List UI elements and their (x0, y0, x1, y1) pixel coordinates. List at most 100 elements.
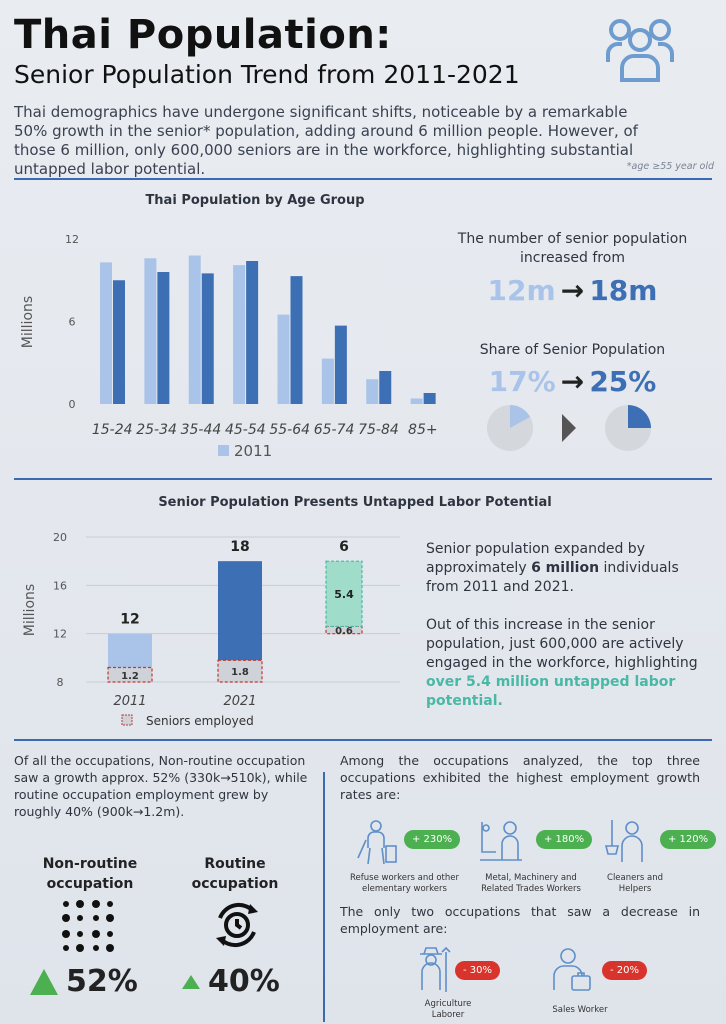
pie-2021-slice (628, 405, 651, 428)
decline-badge-1: - 30% (455, 961, 501, 980)
growth-label-2: Metal, Machinery and Related Trades Work… (481, 873, 581, 894)
legend-label: Seniors employed (146, 714, 254, 728)
senior-share-change: 17% → 25% (450, 365, 695, 398)
share-pies (487, 405, 651, 451)
x-tick-label: 85+ (408, 422, 438, 438)
total-label: 18 (230, 539, 249, 555)
y-tick-label: 20 (53, 531, 67, 544)
intro-text: Thai demographics have undergone signifi… (14, 103, 638, 178)
bar-series2-65-74 (334, 325, 347, 404)
decline-label-1: Agriculture Laborer (424, 999, 472, 1020)
y-tick-label: 0 (69, 398, 76, 411)
farmer-icon (408, 944, 454, 998)
growth-label-3: Cleaners and Helpers (607, 873, 663, 894)
bar-2011-15-24 (100, 262, 112, 404)
bar-series2-85+ (423, 393, 436, 404)
bar-series2-45-54 (246, 261, 259, 404)
divider-2 (14, 478, 712, 480)
bar-series2-55-64 (290, 276, 303, 404)
vertical-divider (323, 772, 325, 1022)
senior-count-change: 12m → 18m (450, 274, 695, 307)
nonroutine-growth: 52% (30, 964, 138, 999)
growth-badge-1: + 230% (404, 830, 461, 849)
section2-paragraph-1: Senior population expanded by approximat… (426, 541, 679, 595)
growth-badge-3: + 120% (660, 830, 717, 849)
bar-2011-45-54 (233, 265, 246, 404)
arrow-icon: → (560, 365, 585, 398)
page-title: Thai Population: (14, 12, 392, 58)
page-subtitle: Senior Population Trend from 2011-2021 (14, 60, 520, 89)
bar-series2-75-84 (379, 371, 392, 404)
section2-title: Senior Population Presents Untapped Labo… (158, 495, 552, 510)
employed-label: 1.2 (121, 671, 139, 682)
y-axis-label: Millions (22, 584, 38, 636)
divider-1 (14, 178, 712, 180)
age-group-bar-chart: Millions 0 6 12 15-24 25-34 35-44 45-54 55-64 65-… (20, 233, 438, 460)
bar-series2-15-24 (113, 280, 125, 404)
senior-share-to: 25% (589, 365, 657, 398)
total-label: 12 (120, 612, 139, 628)
bar-2011-35-44 (188, 255, 201, 404)
x-tick-label: 55-64 (269, 422, 310, 438)
routine-growth: 40% (182, 964, 280, 999)
senior-count-from: 12m (487, 274, 556, 307)
untapped-label: 5.4 (334, 588, 354, 601)
y-tick-label: 12 (65, 233, 79, 246)
machinery-worker-icon (476, 816, 526, 870)
x-tick-label: 2021 (223, 694, 256, 709)
x-tick-label: 65-74 (314, 422, 355, 438)
growth-occupations-text: Among the occupations analyzed, the top … (340, 753, 700, 802)
legend-swatch (218, 445, 229, 456)
bar-2011-employed (107, 666, 153, 683)
bar-2011-75-84 (366, 379, 379, 404)
section2-paragraph-2: Out of this increase in the senior popul… (426, 617, 698, 709)
employed-label: 1.8 (231, 667, 249, 678)
up-triangle-icon (30, 968, 58, 995)
refuse-worker-icon (354, 818, 400, 870)
bar-2011-85+ (410, 398, 423, 404)
employed-label: 0.6 (335, 626, 353, 637)
legend-label: 2011 (234, 442, 272, 460)
senior-count-to: 18m (589, 274, 658, 307)
bar-series2-35-44 (201, 273, 214, 404)
bar-increase-employed (325, 625, 363, 635)
bar-2011-55-64 (277, 314, 290, 404)
y-tick-label: 8 (57, 676, 64, 689)
occupation-summary-text: Of all the occupations, Non-routine occu… (14, 753, 308, 819)
play-arrow-icon (562, 414, 576, 442)
senior-share-from: 17% (488, 365, 556, 398)
dots-grid-icon (62, 900, 114, 952)
growth-label-1: Refuse workers and other elementary work… (350, 873, 459, 894)
x-tick-label: 75-84 (358, 422, 399, 438)
decline-occupations-text: The only two occupations that saw a decr… (340, 904, 700, 936)
sales-worker-icon (548, 944, 594, 998)
y-tick-label: 6 (69, 316, 76, 329)
bar-2021-employed (217, 659, 263, 683)
clock-cycle-icon (216, 902, 258, 948)
nonroutine-pct: 52% (66, 964, 138, 999)
growth-badge-2: + 180% (536, 830, 593, 849)
total-label: 6 (339, 539, 349, 555)
bar-2011-65-74 (321, 358, 334, 404)
labor-potential-chart: Millions 8 12 16 20 12 18 6 1.2 1.8 0.6 5.4 2011 2021… (22, 531, 400, 728)
up-triangle-icon (182, 974, 200, 989)
section1-title: Thai Population by Age Group (145, 193, 365, 208)
decline-badge-2: - 20% (602, 961, 648, 980)
divider-3 (14, 739, 712, 741)
x-tick-label: 25-34 (136, 422, 177, 438)
x-tick-label: 35-44 (181, 422, 222, 438)
nonroutine-title: Non-routine occupation (42, 856, 138, 892)
y-tick-label: 16 (53, 579, 67, 592)
y-tick-label: 12 (53, 628, 67, 641)
decline-label-2: Sales Worker (552, 1005, 608, 1015)
pie-2011-slice (510, 405, 531, 428)
senior-count-text: The number of senior population increase… (457, 231, 688, 266)
bar-series2-25-34 (157, 272, 170, 404)
footnote: *age ≥55 year old (626, 161, 714, 172)
senior-share-text: Share of Senior Population (479, 342, 666, 358)
arrow-icon: → (560, 274, 585, 307)
people-icon (604, 10, 676, 84)
routine-pct: 40% (208, 964, 280, 999)
routine-title: Routine occupation (191, 856, 279, 892)
bar-2011-25-34 (144, 258, 157, 404)
